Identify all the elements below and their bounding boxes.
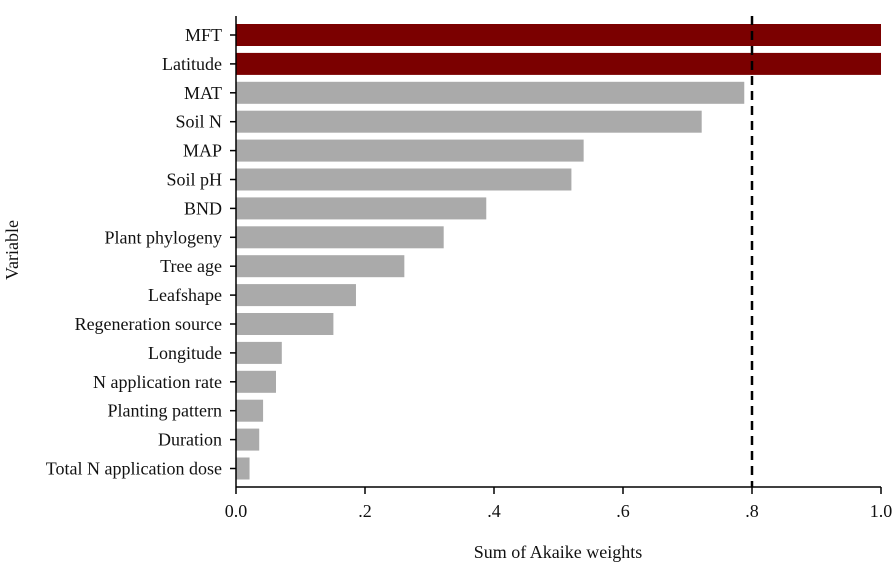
category-label: Total N application dose	[46, 459, 222, 479]
category-label: Soil pH	[166, 170, 222, 190]
bar	[236, 428, 260, 451]
bar	[236, 24, 881, 46]
category-label: Planting pattern	[108, 401, 222, 421]
axes: 0.0 .2 .4 .6 .8 1.0	[225, 16, 893, 521]
bar	[236, 370, 276, 393]
category-labels: MFT Latitude MAT Soil N MAP Soil pH BND Plant p…	[46, 25, 222, 479]
bar	[236, 197, 487, 220]
category-label: Leafshape	[148, 285, 222, 305]
bar	[236, 139, 584, 162]
bar	[236, 52, 881, 75]
category-label: BND	[184, 198, 222, 218]
bar	[236, 255, 405, 278]
y-axis-label: Variable	[2, 220, 22, 280]
x-tick-label: .2	[358, 501, 372, 521]
x-tick-label: .4	[487, 501, 501, 521]
bars	[236, 24, 881, 480]
category-label: Longitude	[148, 343, 222, 363]
bar	[236, 457, 250, 480]
category-label: Regeneration source	[75, 314, 222, 334]
category-label: N application rate	[93, 372, 222, 392]
category-label: Tree age	[160, 256, 222, 276]
bar	[236, 168, 572, 191]
x-tick-label: .8	[745, 501, 759, 521]
x-tick-label: .6	[616, 501, 630, 521]
x-tick-label: 0.0	[225, 501, 248, 521]
x-tick-label: 1.0	[870, 501, 893, 521]
bar	[236, 110, 702, 133]
bar	[236, 226, 444, 249]
category-label: MFT	[185, 25, 222, 45]
category-label: Plant phylogeny	[105, 227, 223, 247]
bar	[236, 341, 282, 364]
bar	[236, 81, 745, 104]
category-label: MAP	[183, 141, 222, 161]
bar	[236, 284, 356, 307]
category-label: Latitude	[162, 54, 222, 74]
category-label: MAT	[184, 83, 222, 103]
x-axis-label: Sum of Akaike weights	[474, 542, 643, 562]
category-label: Soil N	[175, 112, 222, 132]
category-label: Duration	[158, 430, 222, 450]
bar	[236, 313, 334, 335]
bar	[236, 399, 264, 422]
